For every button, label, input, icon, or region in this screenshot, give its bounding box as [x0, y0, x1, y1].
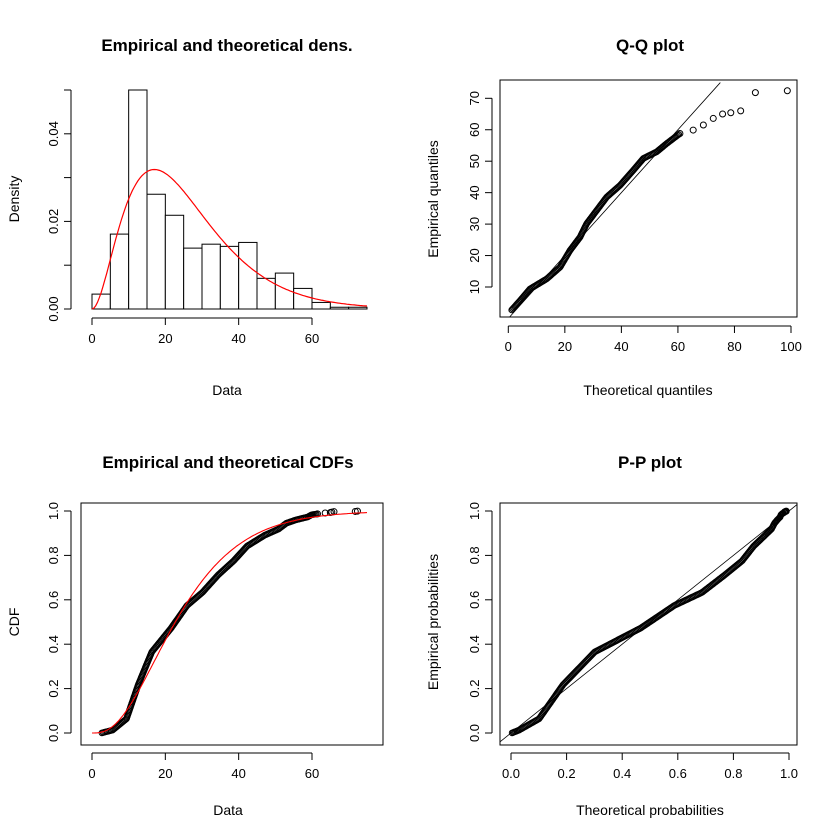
y-tick-label: 30: [467, 217, 482, 231]
qq-point: [783, 87, 791, 95]
y-tick-label: 0.8: [467, 546, 482, 564]
y-tick-label: 0.6: [467, 591, 482, 609]
qq-point: [674, 131, 681, 139]
histogram-bar: [238, 241, 258, 310]
qq-point: [751, 89, 759, 97]
y-tick-label: 0.4: [46, 635, 61, 653]
pp-title: P-P plot: [618, 453, 682, 472]
cdf-ylabel: CDF: [6, 608, 22, 637]
y-tick-label: 1.0: [46, 502, 61, 520]
cdf-point: [353, 507, 361, 515]
y-tick-label: 20: [467, 248, 482, 262]
x-tick-label: 60: [671, 339, 685, 354]
y-tick-label: 0.00: [46, 296, 61, 321]
histogram-bar: [164, 214, 185, 310]
y-tick-label: 0.6: [46, 591, 61, 609]
histogram-bar: [183, 247, 203, 310]
x-tick-label: 1.0: [780, 766, 798, 781]
histogram-bar: [219, 245, 240, 310]
qq-point: [709, 114, 717, 122]
theoretical-cdf-curve: [92, 512, 368, 734]
x-tick-label: 60: [305, 766, 319, 781]
y-tick-label: 40: [467, 185, 482, 199]
plot-frame: [80, 502, 384, 746]
y-tick-label: 0.0: [46, 724, 61, 742]
y-tick-label: 0.2: [467, 680, 482, 698]
histogram-bar: [311, 301, 331, 310]
histogram-bar: [201, 243, 221, 310]
y-tick-label: 0.02: [46, 209, 61, 234]
x-tick-label: 100: [780, 339, 802, 354]
pp-xlabel: Theoretical probabilities: [576, 802, 724, 818]
qq-point: [737, 107, 745, 115]
y-tick-label: 70: [467, 91, 482, 105]
x-tick-label: 40: [614, 339, 628, 354]
x-tick-label: 0.0: [502, 766, 520, 781]
histogram-bar: [293, 287, 313, 310]
y-tick-label: 0.0: [467, 724, 482, 742]
x-tick-label: 20: [158, 331, 172, 346]
x-tick-label: 40: [231, 331, 245, 346]
hist-ylabel: Density: [6, 176, 22, 223]
x-tick-label: 0.4: [613, 766, 631, 781]
y-tick-label: 10: [467, 280, 482, 294]
histogram-bar: [348, 306, 368, 310]
pp-ylabel: Empirical probabilities: [425, 554, 441, 690]
theoretical-density-curve: [91, 168, 368, 310]
x-tick-label: 0: [88, 331, 95, 346]
pp-point: [782, 507, 790, 515]
x-tick-label: 0: [88, 766, 95, 781]
y-tick-label: 0.04: [46, 121, 61, 146]
y-tick-label: 50: [467, 154, 482, 168]
qq-xlabel: Theoretical quantiles: [583, 382, 712, 398]
y-tick-label: 60: [467, 123, 482, 137]
qq-ylabel: Empirical quantiles: [425, 140, 441, 258]
x-tick-label: 0.6: [669, 766, 687, 781]
qq-title: Q-Q plot: [616, 36, 684, 55]
qq-point: [675, 131, 683, 138]
x-tick-label: 0.2: [558, 766, 576, 781]
histogram-bar: [329, 306, 350, 310]
x-tick-label: 60: [305, 331, 319, 346]
plot-frame: [499, 502, 798, 746]
y-tick-label: 1.0: [467, 502, 482, 520]
x-tick-label: 80: [727, 339, 741, 354]
qq-point: [689, 126, 697, 134]
plot-frame: [499, 79, 798, 318]
y-tick-label: 0.8: [46, 546, 61, 564]
x-tick-label: 0: [505, 339, 512, 354]
histogram-bar: [146, 193, 166, 310]
qq-point: [727, 109, 735, 117]
hist-xlabel: Data: [212, 382, 242, 398]
cdf-xlabel: Data: [213, 802, 243, 818]
qq-point: [699, 121, 707, 129]
hist-title: Empirical and theoretical dens.: [101, 36, 352, 55]
x-tick-label: 40: [231, 766, 245, 781]
y-tick-label: 0.4: [467, 635, 482, 653]
x-tick-label: 20: [558, 339, 572, 354]
y-tick-label: 0.2: [46, 680, 61, 698]
cdf-title: Empirical and theoretical CDFs: [102, 453, 353, 472]
histogram-bar: [109, 233, 130, 310]
qq-point: [719, 110, 727, 118]
x-tick-label: 20: [158, 766, 172, 781]
histogram-bar: [128, 89, 148, 310]
x-tick-label: 0.8: [724, 766, 742, 781]
qq-point: [676, 130, 684, 138]
